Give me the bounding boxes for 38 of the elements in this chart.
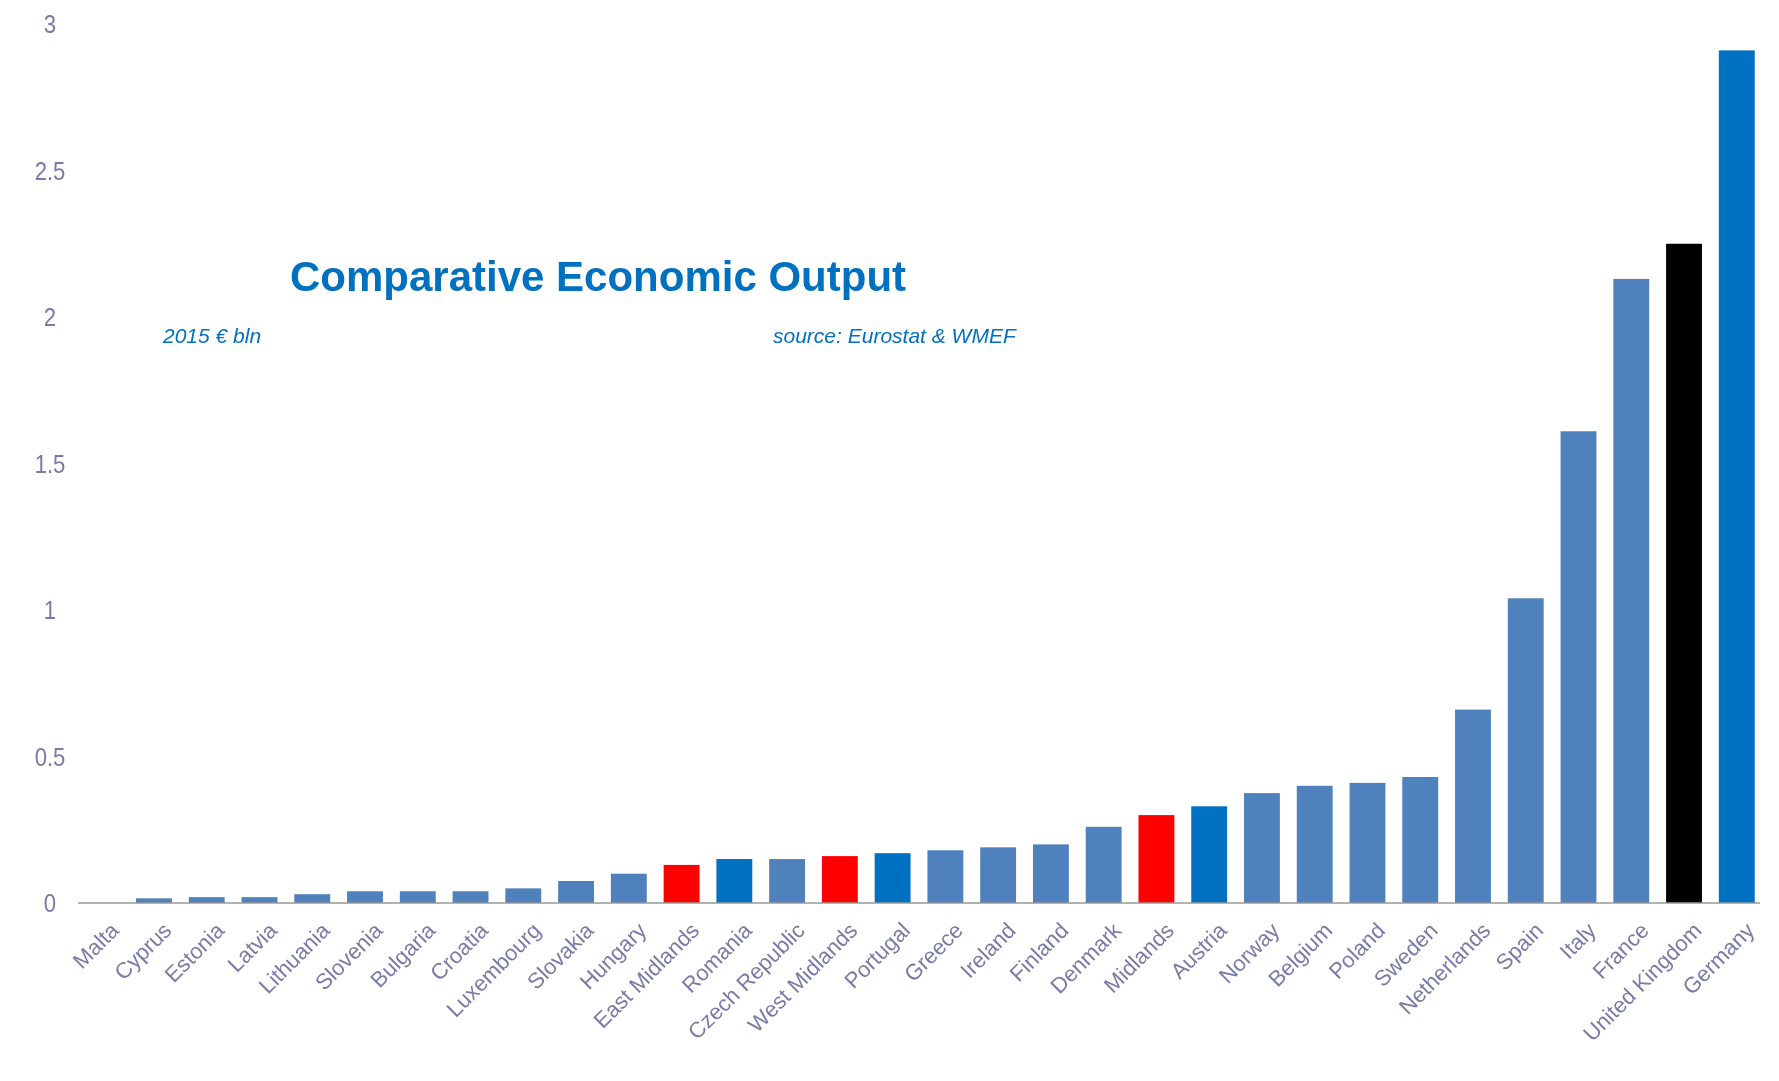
bar <box>294 894 331 903</box>
bar <box>610 873 647 903</box>
text: Comparative Economic Output <box>289 253 907 300</box>
text: 2015 € bln <box>162 324 262 347</box>
bar <box>1349 782 1386 903</box>
bar <box>716 859 753 903</box>
bar <box>927 850 964 903</box>
bar <box>1402 777 1439 903</box>
y-tick-label: 0.5 <box>34 741 66 771</box>
bar <box>1560 431 1597 903</box>
bar <box>874 853 911 903</box>
y-tick-label: 3 <box>43 9 57 39</box>
bar <box>769 859 806 903</box>
bar <box>1455 709 1491 903</box>
bar <box>1507 598 1544 903</box>
bar <box>1666 243 1702 903</box>
bar <box>452 891 489 903</box>
bar <box>505 888 542 903</box>
annotation: source: Eurostat & WMEF <box>773 324 1017 347</box>
y-tick-label: 0 <box>43 888 57 918</box>
y-tick-label: 1 <box>43 595 57 625</box>
y-tick-label: 2.5 <box>34 155 66 185</box>
bar <box>1613 278 1650 903</box>
y-tick-label: 2 <box>43 302 57 332</box>
bar <box>980 847 1017 903</box>
y-tick-label: 1.5 <box>34 448 66 478</box>
bar <box>821 856 858 903</box>
bar <box>347 891 383 903</box>
bar <box>1191 806 1228 903</box>
bar <box>1718 50 1755 903</box>
bar <box>558 881 594 903</box>
bar <box>1085 826 1122 903</box>
bar <box>663 864 700 903</box>
bar <box>1138 815 1175 903</box>
bar <box>399 891 436 903</box>
bar <box>1032 844 1069 903</box>
bar <box>1244 793 1280 903</box>
bar <box>1296 785 1333 903</box>
